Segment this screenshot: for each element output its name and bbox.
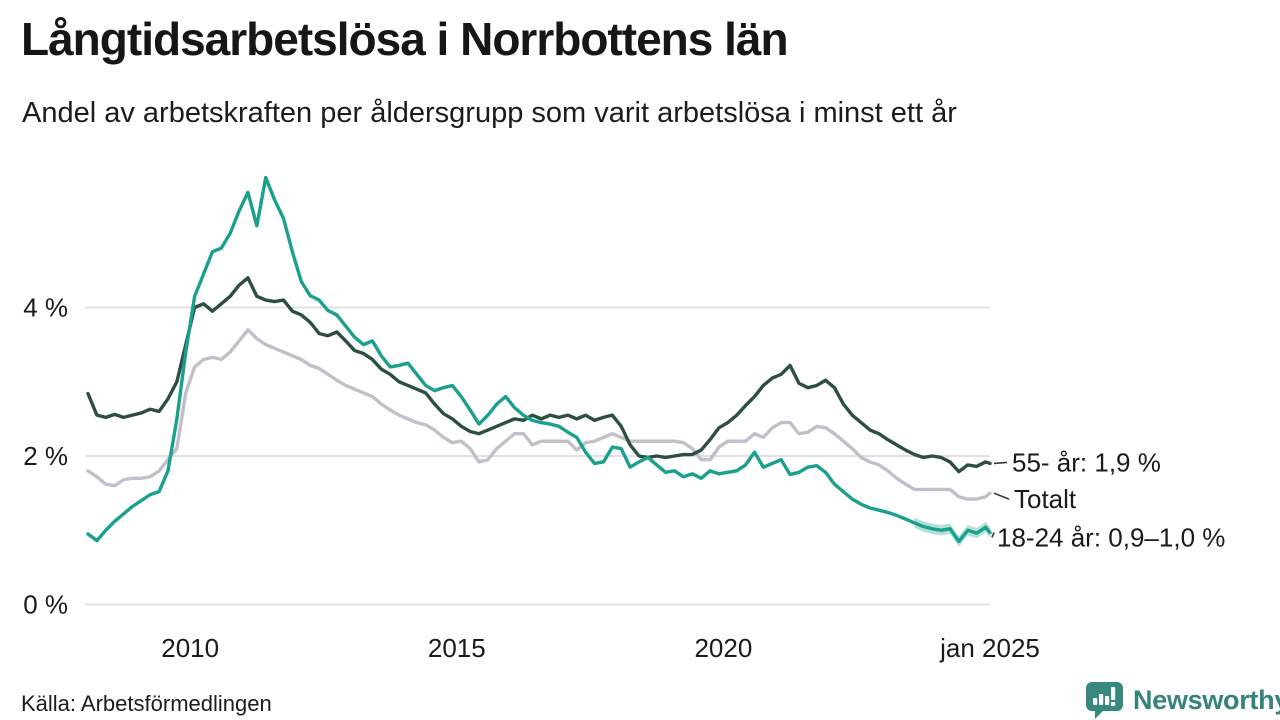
x-tick-label-2015: 2015 [428, 633, 486, 663]
newsworthy-brand: Newsworthy [1085, 681, 1280, 719]
x-tick-label-2020: 2020 [694, 633, 752, 663]
x-tick-label-2010: 2010 [161, 633, 219, 663]
label-leader-55--år [993, 461, 1008, 465]
x-tick-label-jan-2025: jan 2025 [939, 633, 1040, 663]
newsworthy-logo-icon [1086, 682, 1123, 719]
series-end-label-55--år: 55- år: 1,9 % [1012, 447, 1161, 477]
series-line-Totalt [86, 328, 992, 501]
y-tick-label-4: 4 % [23, 293, 68, 323]
label-leader-Totalt [993, 492, 1010, 500]
y-tick-label-2: 2 % [23, 441, 68, 471]
chart-subtitle: Andel av arbetskraften per åldersgrupp s… [22, 97, 957, 129]
series-end-label-Totalt: Totalt [1014, 484, 1077, 514]
series-line-18-24-år [86, 175, 992, 544]
newsworthy-wordmark: Newsworthy [1133, 684, 1280, 715]
series-line-55--år [86, 276, 992, 474]
y-tick-label-0: 0 % [23, 590, 68, 620]
chart-title: Långtidsarbetslösa i Norrbottens län [21, 13, 789, 65]
series-end-label-18-24-år: 18-24 år: 0,9–1,0 % [997, 522, 1225, 552]
label-leader-18-24-år [991, 532, 995, 538]
source-note: Källa: Arbetsförmedlingen [21, 691, 272, 716]
